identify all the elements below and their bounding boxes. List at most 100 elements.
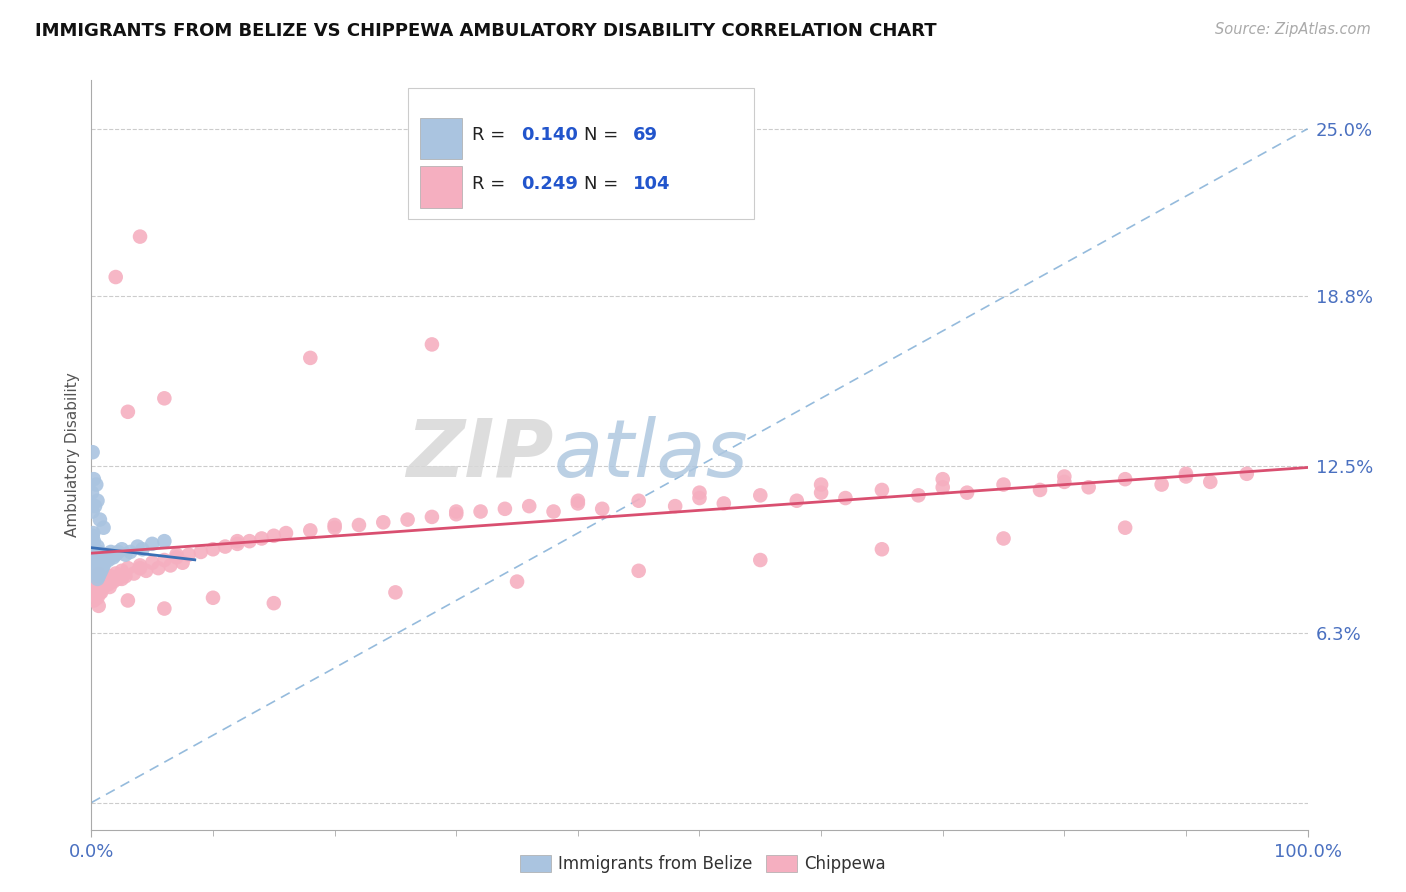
Point — [96, 548, 118, 562]
Point — [226, 534, 249, 549]
Point — [226, 537, 249, 551]
Point — [111, 572, 134, 586]
Point — [420, 509, 443, 524]
Point — [129, 558, 152, 573]
Point — [86, 548, 108, 562]
Point — [834, 491, 856, 505]
Text: 0.249: 0.249 — [520, 175, 578, 193]
Text: atlas: atlas — [554, 416, 748, 494]
Point — [749, 553, 772, 567]
Point — [82, 550, 104, 565]
Point — [84, 574, 107, 589]
Text: 0.140: 0.140 — [520, 126, 578, 144]
Point — [1029, 483, 1052, 497]
Point — [84, 499, 107, 513]
Point — [94, 553, 117, 567]
Point — [1053, 475, 1076, 489]
Text: Immigrants from Belize: Immigrants from Belize — [558, 855, 752, 873]
Point — [323, 521, 346, 535]
Point — [80, 532, 103, 546]
FancyBboxPatch shape — [420, 167, 463, 208]
Point — [166, 548, 188, 562]
Point — [494, 501, 516, 516]
Point — [94, 556, 117, 570]
Point — [153, 601, 176, 615]
Point — [93, 580, 115, 594]
Point — [713, 496, 735, 510]
Point — [94, 572, 117, 586]
Point — [1114, 521, 1136, 535]
Point — [100, 545, 122, 559]
Point — [153, 534, 176, 549]
Point — [82, 445, 104, 459]
Point — [83, 582, 105, 597]
Point — [100, 569, 122, 583]
Point — [93, 548, 115, 562]
Text: R =: R = — [472, 126, 510, 144]
Point — [1053, 469, 1076, 483]
Point — [89, 558, 111, 573]
Point — [82, 542, 104, 557]
Point — [907, 488, 929, 502]
Point — [664, 499, 686, 513]
Point — [1077, 480, 1099, 494]
Point — [627, 493, 650, 508]
Point — [84, 477, 107, 491]
Point — [1236, 467, 1258, 481]
Point — [591, 501, 613, 516]
Point — [274, 526, 297, 541]
Point — [1175, 469, 1198, 483]
Point — [104, 548, 127, 562]
Point — [104, 270, 127, 285]
Point — [870, 542, 893, 557]
Point — [1150, 477, 1173, 491]
Point — [84, 545, 107, 559]
Point — [80, 485, 103, 500]
Point — [153, 392, 176, 406]
Point — [82, 545, 104, 559]
Point — [83, 534, 105, 549]
Point — [373, 516, 395, 530]
Point — [87, 566, 110, 581]
Point — [114, 569, 136, 583]
Point — [172, 556, 194, 570]
Text: N =: N = — [583, 126, 624, 144]
Point — [84, 580, 107, 594]
Point — [190, 545, 212, 559]
Point — [141, 537, 163, 551]
Point — [83, 558, 105, 573]
Point — [127, 540, 149, 554]
Point — [159, 558, 181, 573]
Point — [90, 574, 112, 589]
Point — [90, 564, 112, 578]
Point — [84, 561, 107, 575]
Text: N =: N = — [583, 175, 624, 193]
Point — [166, 550, 188, 565]
Point — [83, 593, 105, 607]
Point — [129, 229, 152, 244]
Point — [82, 540, 104, 554]
Point — [931, 480, 953, 494]
Point — [749, 488, 772, 502]
Point — [148, 561, 170, 575]
Text: IMMIGRANTS FROM BELIZE VS CHIPPEWA AMBULATORY DISABILITY CORRELATION CHART: IMMIGRANTS FROM BELIZE VS CHIPPEWA AMBUL… — [35, 22, 936, 40]
Point — [82, 504, 104, 518]
Point — [84, 553, 107, 567]
Point — [114, 548, 136, 562]
Point — [84, 542, 107, 557]
Point — [98, 580, 121, 594]
Point — [83, 548, 105, 562]
Point — [86, 540, 108, 554]
Point — [86, 572, 108, 586]
Point — [1114, 472, 1136, 486]
Point — [153, 553, 176, 567]
Point — [567, 493, 589, 508]
Point — [98, 550, 121, 565]
Point — [263, 596, 285, 610]
FancyBboxPatch shape — [408, 87, 754, 219]
Point — [87, 553, 110, 567]
Point — [87, 545, 110, 559]
Point — [107, 572, 129, 586]
Point — [103, 574, 125, 589]
Point — [91, 550, 114, 565]
